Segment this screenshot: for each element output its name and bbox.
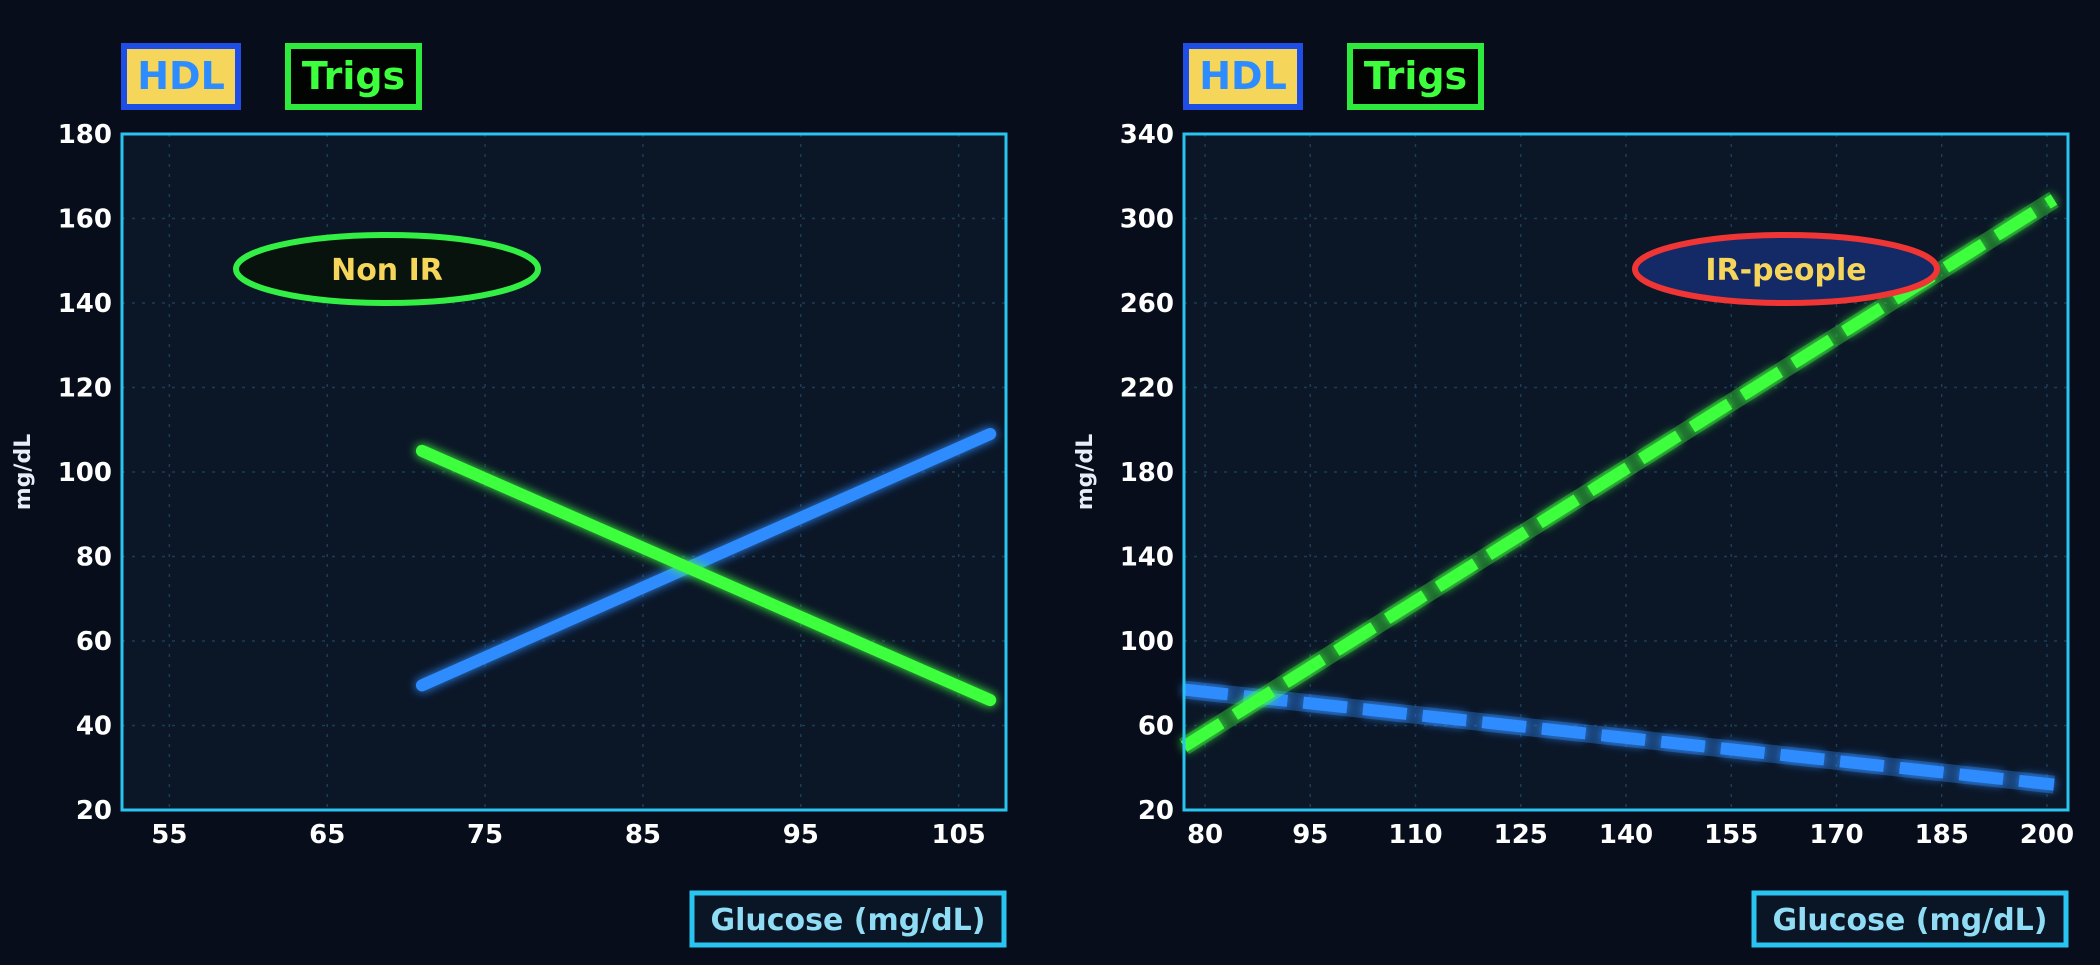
annotation-text: Non IR [331,253,443,288]
legend-swatch-trigs [285,43,422,110]
annotation-text: IR-people [1705,253,1866,288]
x-axis-label-box [689,890,1007,948]
x-axis-label: Glucose (mg/dL) [1772,903,2047,938]
x-tick-label: 65 [309,820,345,850]
y-tick-label: 260 [1120,289,1174,319]
y-tick-label: 120 [58,374,112,404]
x-tick-label: 105 [932,820,986,850]
y-tick-label: 100 [58,458,112,488]
y-tick-label: 140 [58,289,112,319]
plot-frame [1182,132,2070,812]
x-axis-label-box [1751,890,2069,948]
legend-label-trigs: Trigs [1364,54,1467,98]
y-tick-label: 20 [76,796,112,826]
x-tick-label: 200 [2020,820,2074,850]
x-tick-label: 125 [1494,820,1548,850]
x-tick-label: 80 [1187,820,1223,850]
x-tick-label: 75 [467,820,503,850]
x-axis-label: Glucose (mg/dL) [710,903,985,938]
legend-label-hdl: HDL [1199,54,1287,98]
x-tick-label: 95 [1292,820,1328,850]
x-tick-label: 95 [783,820,819,850]
annotation-ellipse [233,232,541,306]
y-tick-label: 340 [1120,120,1174,150]
chart-panel-2: 80 95 110 125 140 155 170 185 200 20 60 100 140 180 22… [1073,43,2074,948]
y-tick-label: 100 [1120,627,1174,657]
y-axis-label: mg/dL [1073,434,1098,510]
legend-swatch-trigs [1347,43,1484,110]
y-tick-label: 220 [1120,374,1174,404]
y-tick-label: 180 [1120,458,1174,488]
y-tick-label: 160 [58,205,112,235]
legend-label-trigs: Trigs [302,54,405,98]
y-axis-label: mg/dL [11,434,36,510]
y-tick-label: 140 [1120,543,1174,573]
y-tick-label: 40 [76,712,112,742]
y-tick-label: 60 [76,627,112,657]
y-tick-label: 180 [58,120,112,150]
plot-frame [120,132,1008,812]
legend-swatch-hdl [121,43,241,110]
y-tick-label: 20 [1138,796,1174,826]
y-tick-label: 300 [1120,205,1174,235]
legend-label-hdl: HDL [137,54,225,98]
annotation-ellipse [1632,232,1940,306]
y-tick-label: 80 [76,543,112,573]
series-line-hdl [415,427,997,692]
legend-swatch-hdl [1183,43,1303,110]
series-line-trigs [415,444,997,707]
x-tick-label: 140 [1599,820,1653,850]
chart-panel-1: 55 65 75 85 95 105 20 40 60 80 100 120 140 160 180 mg/d… [11,43,1008,948]
x-tick-label: 155 [1704,820,1758,850]
x-tick-label: 55 [151,820,187,850]
y-tick-label: 60 [1138,712,1174,742]
x-tick-label: 110 [1388,820,1442,850]
x-tick-label: 185 [1915,820,1969,850]
series-line-hdl [1183,683,2055,791]
x-tick-label: 85 [625,820,661,850]
x-tick-label: 170 [1809,820,1863,850]
